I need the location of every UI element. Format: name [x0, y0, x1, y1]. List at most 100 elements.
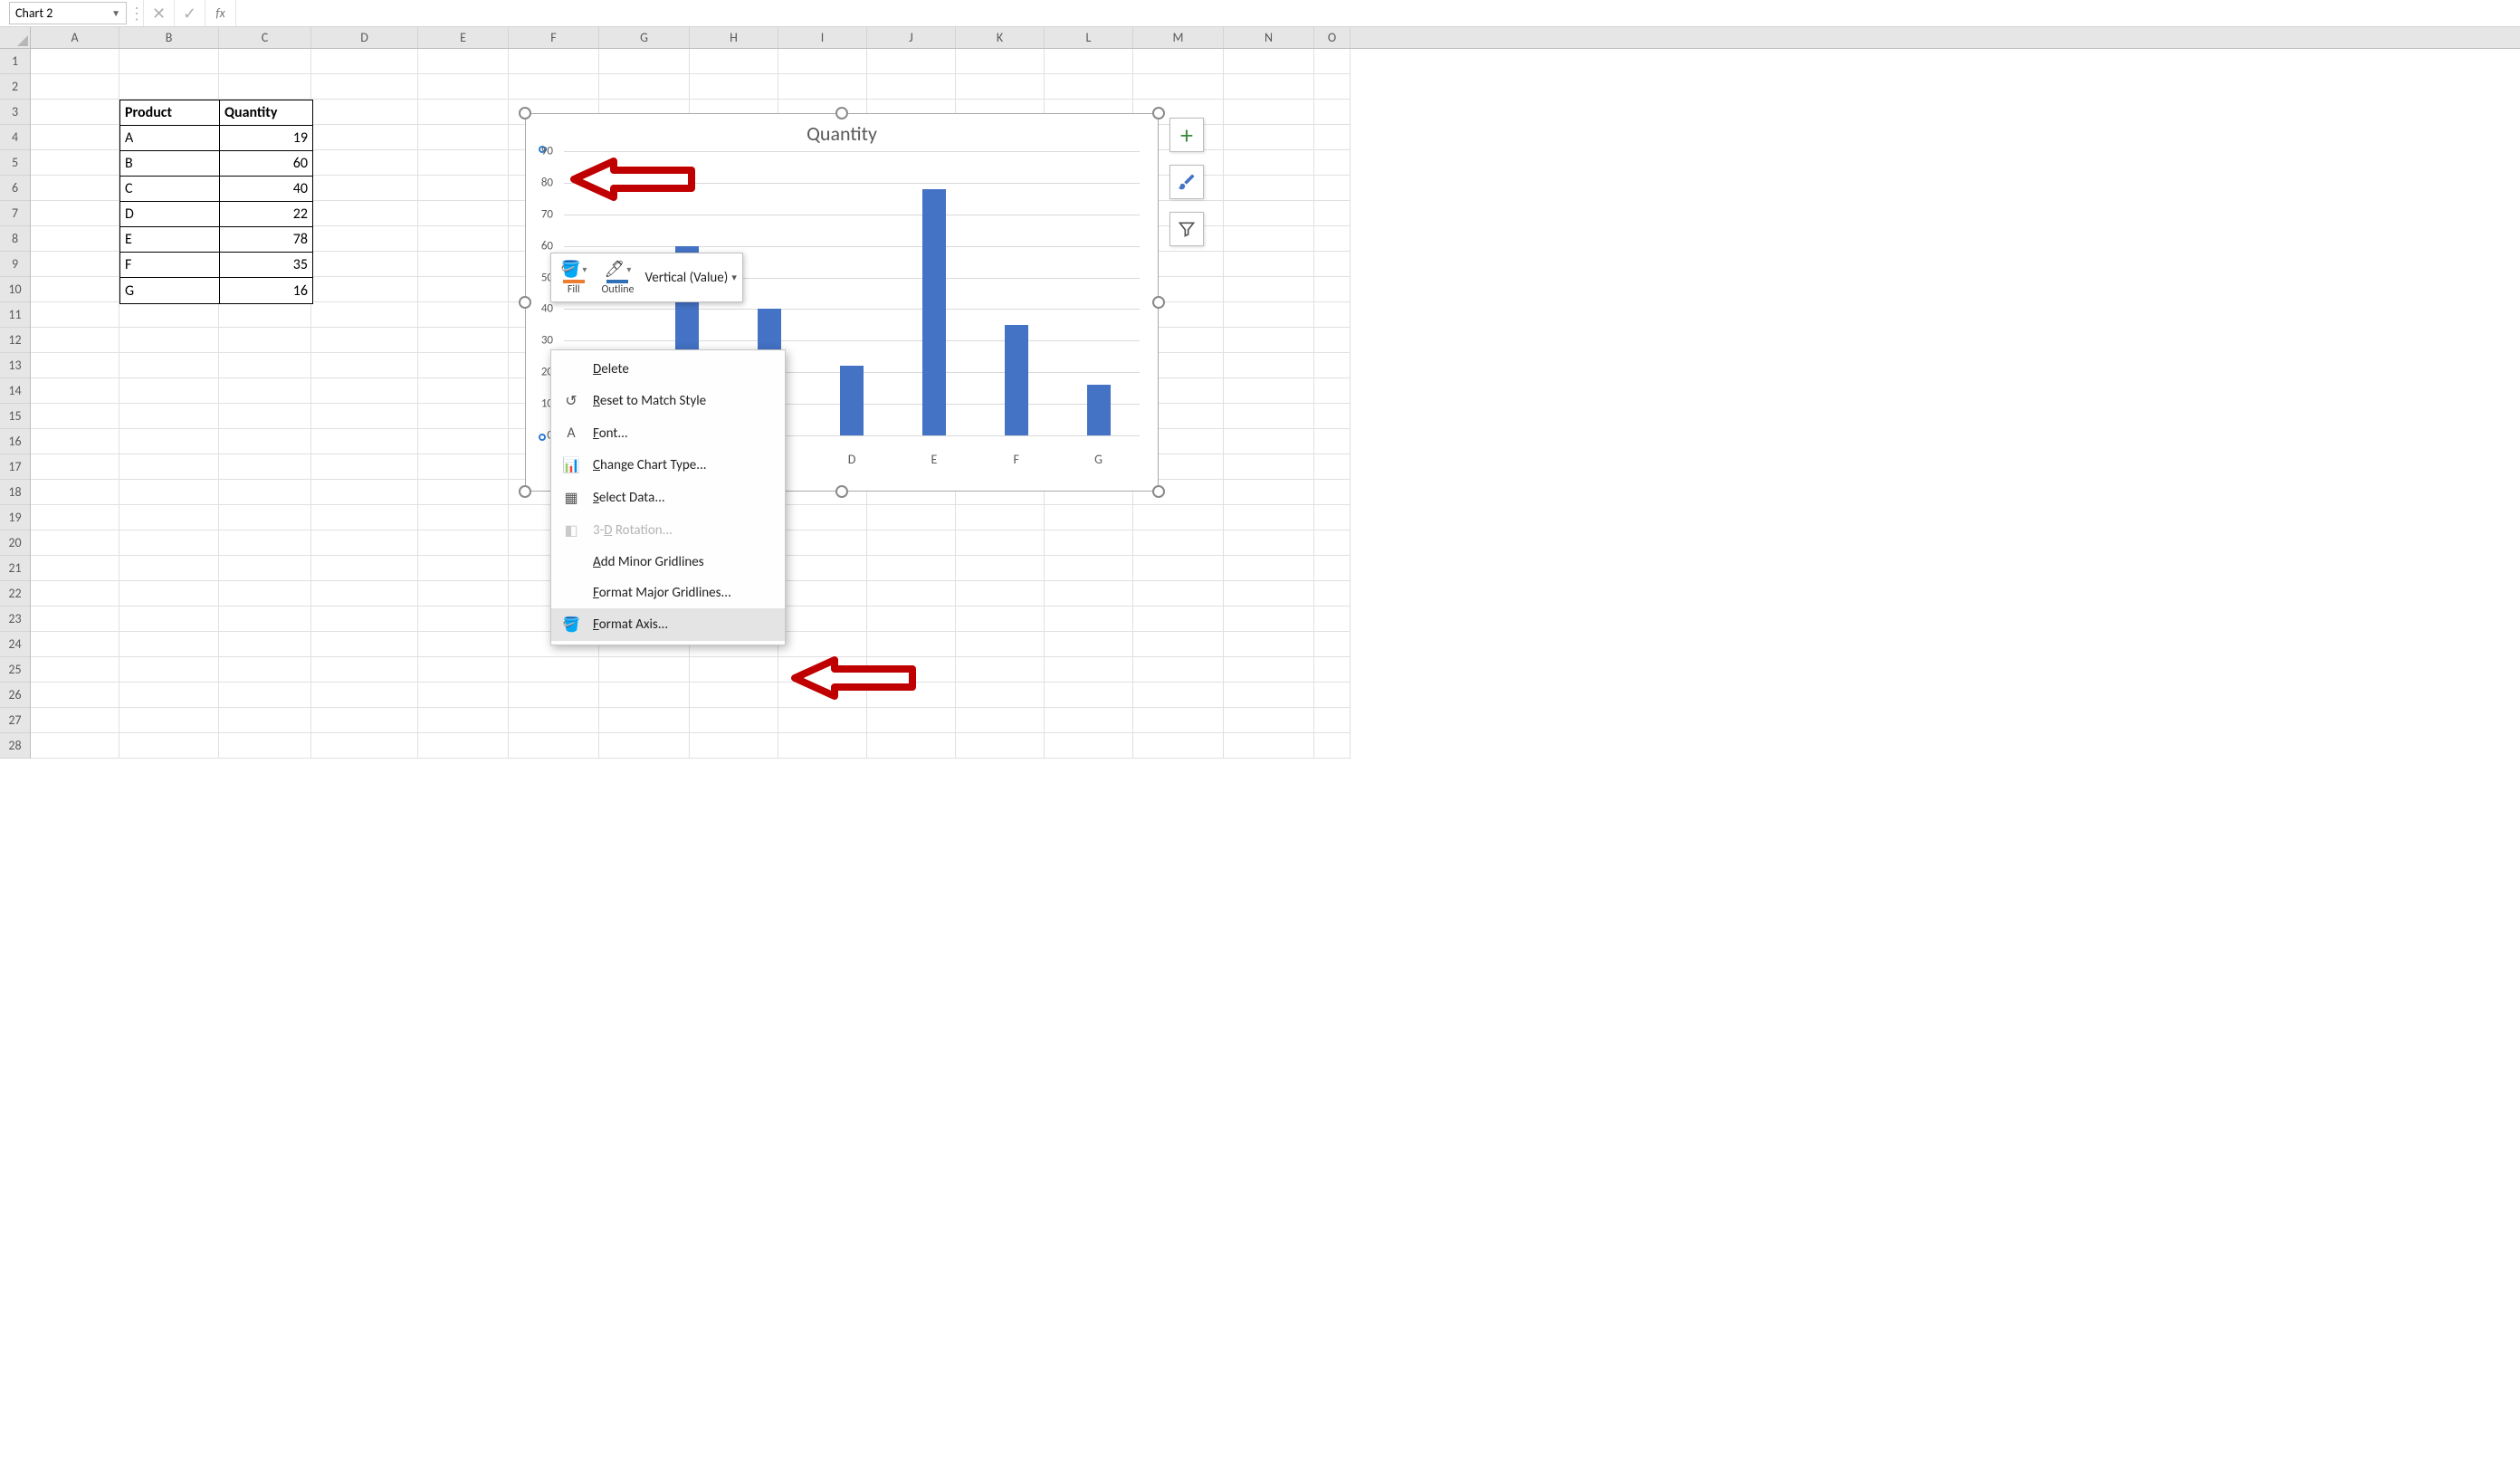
cell[interactable]: [956, 733, 1045, 759]
bar[interactable]: [1087, 385, 1111, 435]
cell[interactable]: [1314, 607, 1351, 632]
cell[interactable]: [1133, 49, 1224, 74]
cell[interactable]: [1224, 429, 1314, 454]
chart-styles-button[interactable]: [1169, 165, 1204, 199]
column-header[interactable]: B: [119, 27, 219, 48]
row-header[interactable]: 2: [0, 74, 30, 100]
cell[interactable]: [509, 49, 599, 74]
cell[interactable]: [509, 733, 599, 759]
cell[interactable]: [956, 505, 1045, 530]
chart-title[interactable]: Quantity: [526, 114, 1158, 151]
cell[interactable]: [31, 353, 119, 378]
cell[interactable]: [956, 530, 1045, 556]
cell[interactable]: [956, 581, 1045, 607]
cell[interactable]: [418, 125, 509, 150]
cell[interactable]: [778, 530, 867, 556]
cell[interactable]: [1224, 328, 1314, 353]
cell[interactable]: [418, 632, 509, 657]
cell[interactable]: [31, 733, 119, 759]
cell[interactable]: [1045, 632, 1133, 657]
cell[interactable]: [311, 404, 418, 429]
cell[interactable]: [418, 201, 509, 226]
cell[interactable]: [956, 657, 1045, 683]
cell[interactable]: [1314, 378, 1351, 404]
cell[interactable]: [1133, 530, 1224, 556]
cell[interactable]: [119, 657, 219, 683]
cell[interactable]: [509, 683, 599, 708]
table-cell[interactable]: G: [120, 278, 220, 303]
cell[interactable]: [1133, 683, 1224, 708]
cell[interactable]: [1224, 454, 1314, 480]
cell[interactable]: [1314, 480, 1351, 505]
cell[interactable]: [219, 733, 311, 759]
cell[interactable]: [31, 49, 119, 74]
cell[interactable]: [219, 49, 311, 74]
cell[interactable]: [1314, 176, 1351, 201]
cell[interactable]: [418, 404, 509, 429]
cell[interactable]: [1314, 454, 1351, 480]
cell[interactable]: [311, 480, 418, 505]
cell[interactable]: [1133, 74, 1224, 100]
cell[interactable]: [1224, 683, 1314, 708]
cell[interactable]: [778, 581, 867, 607]
cell[interactable]: [31, 505, 119, 530]
cell[interactable]: [418, 733, 509, 759]
context-menu-item[interactable]: Delete: [551, 354, 785, 385]
cell[interactable]: [31, 530, 119, 556]
row-header[interactable]: 1: [0, 49, 30, 74]
cell[interactable]: [1133, 632, 1224, 657]
cell[interactable]: [1224, 176, 1314, 201]
cell[interactable]: [867, 632, 956, 657]
cell[interactable]: [311, 49, 418, 74]
row-header[interactable]: 12: [0, 328, 30, 353]
context-menu-item[interactable]: ▦Select Data...: [551, 482, 785, 514]
table-cell[interactable]: 16: [220, 278, 312, 303]
cell[interactable]: [219, 505, 311, 530]
cell[interactable]: [1314, 733, 1351, 759]
cell[interactable]: [311, 429, 418, 454]
column-header[interactable]: F: [509, 27, 599, 48]
cell[interactable]: [1133, 657, 1224, 683]
row-header[interactable]: 17: [0, 454, 30, 480]
cell[interactable]: [311, 378, 418, 404]
table-cell[interactable]: 78: [220, 227, 312, 253]
cell[interactable]: [1314, 581, 1351, 607]
cell[interactable]: [867, 49, 956, 74]
cell[interactable]: [311, 176, 418, 201]
resize-handle[interactable]: [519, 296, 531, 309]
column-header[interactable]: G: [599, 27, 690, 48]
table-cell[interactable]: 22: [220, 202, 312, 227]
cell[interactable]: [1045, 683, 1133, 708]
cell[interactable]: [1314, 708, 1351, 733]
cell[interactable]: [31, 277, 119, 302]
cell[interactable]: [778, 632, 867, 657]
row-header[interactable]: 10: [0, 277, 30, 302]
formula-input[interactable]: [235, 0, 2520, 26]
cell[interactable]: [311, 226, 418, 252]
cell[interactable]: [418, 581, 509, 607]
cell[interactable]: [418, 505, 509, 530]
cell[interactable]: [867, 530, 956, 556]
cell[interactable]: [1314, 277, 1351, 302]
cell[interactable]: [1045, 657, 1133, 683]
cell[interactable]: [1224, 150, 1314, 176]
column-header[interactable]: C: [219, 27, 311, 48]
cell[interactable]: [119, 733, 219, 759]
cell[interactable]: [778, 556, 867, 581]
cell[interactable]: [119, 429, 219, 454]
cell[interactable]: [119, 49, 219, 74]
column-header[interactable]: O: [1314, 27, 1351, 48]
cell[interactable]: [690, 657, 778, 683]
cell[interactable]: [418, 353, 509, 378]
table-header-cell[interactable]: Quantity: [220, 100, 312, 126]
row-header[interactable]: 25: [0, 657, 30, 683]
cell[interactable]: [219, 607, 311, 632]
cell[interactable]: [219, 683, 311, 708]
resize-handle[interactable]: [835, 107, 848, 119]
cell[interactable]: [119, 683, 219, 708]
cell[interactable]: [31, 226, 119, 252]
cell[interactable]: [119, 708, 219, 733]
cell[interactable]: [31, 480, 119, 505]
cell[interactable]: [219, 581, 311, 607]
cell[interactable]: [311, 150, 418, 176]
